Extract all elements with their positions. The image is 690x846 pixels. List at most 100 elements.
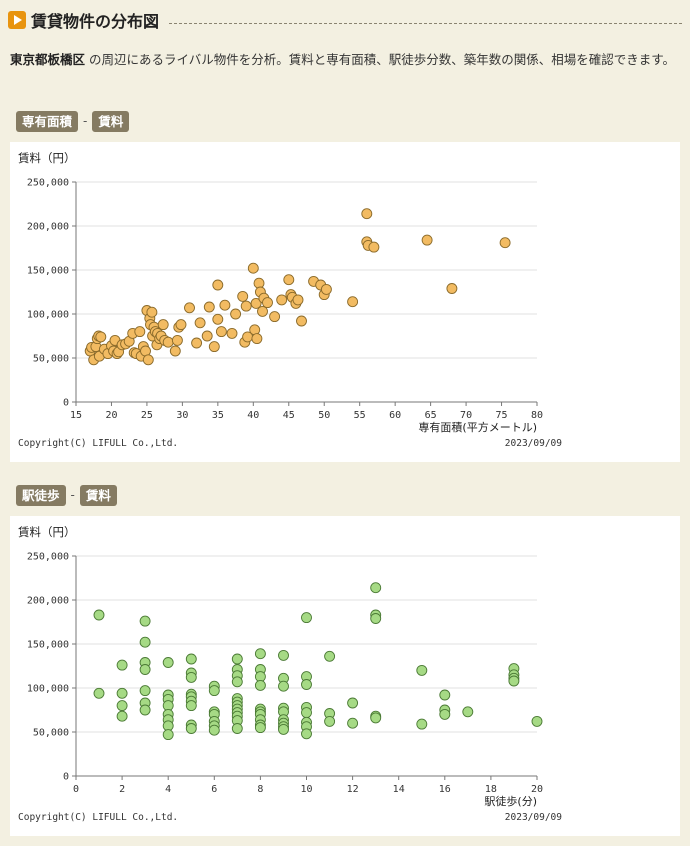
data-point	[116, 687, 128, 699]
data-point	[254, 722, 266, 734]
data-point	[247, 262, 259, 274]
y-tick-label: 200,000	[27, 222, 69, 233]
data-point	[508, 675, 520, 687]
data-point	[230, 308, 242, 320]
x-tick-label: 30	[176, 410, 188, 421]
data-point	[254, 679, 266, 691]
data-point	[361, 208, 373, 220]
data-point	[139, 685, 151, 697]
x-tick-label: 14	[393, 784, 405, 795]
data-point	[184, 302, 195, 314]
y-tick-label: 200,000	[27, 596, 69, 607]
data-point	[262, 297, 273, 309]
y-tick-label: 100,000	[27, 684, 69, 695]
data-point	[347, 717, 359, 729]
data-point	[203, 301, 215, 313]
chart-tag-row: 駅徒歩 - 賃料	[16, 484, 117, 506]
y-tick-label: 50,000	[33, 354, 69, 365]
data-point	[462, 706, 474, 718]
data-point	[116, 710, 128, 722]
data-point	[301, 728, 312, 740]
data-point	[194, 317, 206, 329]
data-point	[212, 279, 224, 291]
data-point	[324, 650, 336, 662]
data-point	[253, 277, 265, 289]
data-point	[320, 283, 332, 295]
x-tick-label: 40	[247, 410, 259, 421]
chart-date: 2023/09/09	[505, 812, 562, 823]
data-point	[175, 319, 187, 331]
data-point	[421, 234, 433, 246]
data-point	[185, 723, 197, 734]
y-tick-label: 50,000	[33, 728, 69, 739]
data-point	[231, 723, 243, 734]
data-point	[251, 333, 263, 345]
data-point	[116, 659, 128, 671]
x-tick-label: 80	[531, 410, 543, 421]
x-tick-label: 45	[283, 410, 295, 421]
y-tick-label: 150,000	[27, 640, 69, 651]
data-point	[208, 724, 220, 736]
x-tick-label: 0	[73, 784, 79, 795]
copyright-text: Copyright(C) LIFULL Co.,Ltd.	[18, 438, 178, 449]
data-point	[185, 671, 197, 683]
area-rent-chart-panel: 0 50,000 100,000 150,000 200,000 250,000 15 20 2…	[10, 142, 680, 462]
data-point	[185, 700, 197, 712]
data-point	[370, 613, 382, 624]
data-point	[162, 657, 174, 668]
y-tick-label: 150,000	[27, 266, 69, 277]
tag-separator: -	[83, 114, 88, 128]
play-icon	[8, 11, 26, 29]
x-axis-label: 駅徒歩(分)	[484, 794, 537, 808]
y-tick-label: 250,000	[27, 178, 69, 189]
data-point	[185, 653, 197, 665]
tag-area: 専有面積	[16, 110, 79, 132]
data-point	[191, 337, 203, 349]
intro-description: の周辺にあるライバル物件を分析。賃料と専有面積、駅徒歩分数、築年数の関係、相場を…	[85, 52, 675, 67]
intro-text: 東京都板橋区 の周辺にあるライバル物件を分析。賃料と専有面積、駅徒歩分数、築年数…	[10, 50, 682, 69]
y-axis-label: 賃料（円）	[18, 151, 76, 165]
data-point	[370, 582, 382, 594]
section-title: 賃貸物件の分布図	[31, 12, 160, 31]
data-point	[301, 679, 312, 690]
x-tick-label: 4	[165, 784, 171, 795]
section-header: 賃貸物件の分布図	[8, 8, 682, 32]
data-point	[212, 313, 224, 325]
x-tick-label: 50	[318, 410, 330, 421]
data-point	[162, 336, 174, 348]
data-point	[208, 341, 220, 353]
data-point	[301, 707, 312, 719]
data-point	[215, 326, 227, 338]
data-point	[146, 306, 158, 318]
data-point	[278, 723, 289, 735]
data-point	[249, 324, 261, 336]
walk-rent-chart-panel: 0 50,000 100,000 150,000 200,000 250,000 0 2 4 6 8…	[10, 516, 680, 836]
data-point	[93, 609, 105, 621]
data-point	[226, 327, 238, 339]
data-point	[324, 715, 336, 727]
x-tick-label: 75	[496, 410, 508, 421]
x-tick-label: 10	[300, 784, 312, 795]
data-point	[257, 305, 268, 317]
y-tick-label: 100,000	[27, 310, 69, 321]
data-point	[368, 241, 380, 253]
x-tick-label: 18	[485, 784, 497, 795]
x-tick-label: 20	[531, 784, 543, 795]
data-point	[139, 636, 151, 648]
x-tick-label: 65	[425, 410, 437, 421]
data-point	[416, 718, 428, 730]
data-point	[254, 648, 266, 660]
data-point	[139, 704, 151, 716]
walk-rent-scatter-chart: 0 50,000 100,000 150,000 200,000 250,000 0 2 4 6 8…	[18, 525, 562, 823]
y-tick-label: 0	[63, 398, 69, 409]
data-point	[278, 680, 289, 692]
data-point	[240, 300, 252, 312]
data-point	[169, 345, 181, 357]
x-tick-label: 8	[257, 784, 263, 795]
x-tick-label: 25	[141, 410, 153, 421]
header-divider	[169, 22, 682, 24]
y-tick-label: 250,000	[27, 552, 69, 563]
x-axis-label: 専有面積(平方メートル)	[418, 420, 537, 434]
x-tick-label: 6	[211, 784, 217, 795]
data-point	[531, 715, 543, 727]
